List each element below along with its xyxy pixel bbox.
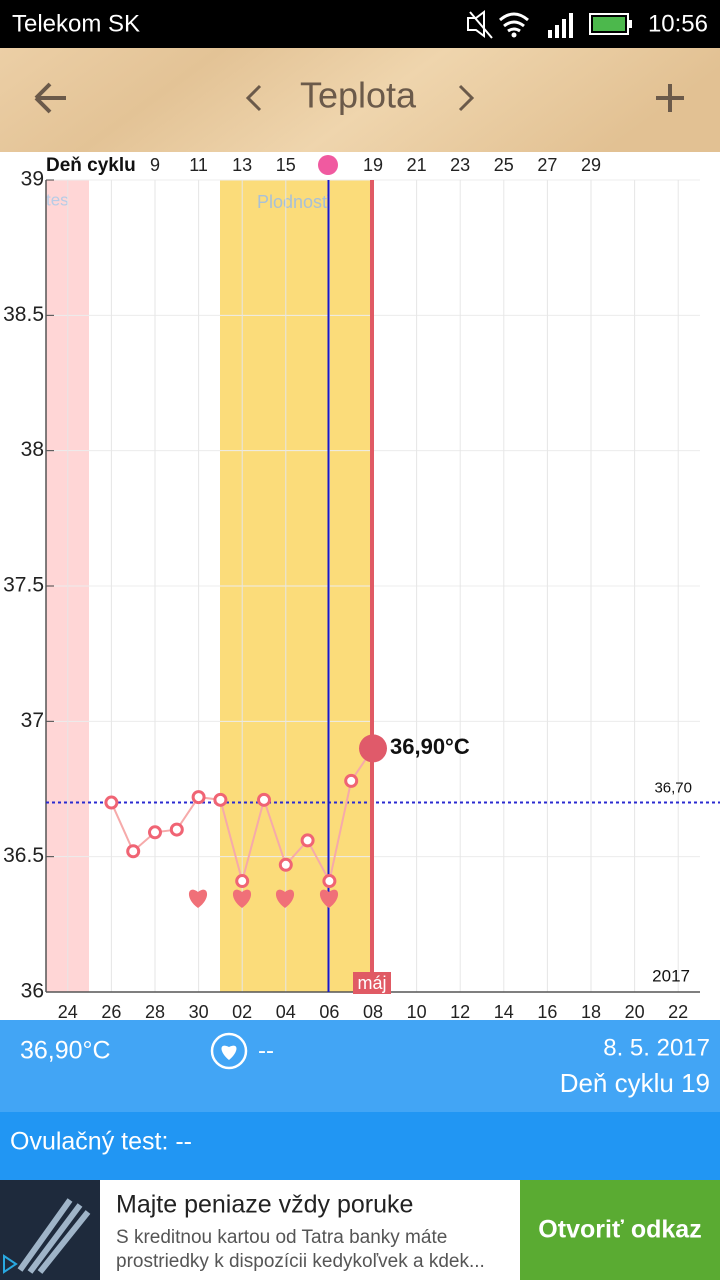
temperature-point xyxy=(300,833,315,848)
ad-button-label: Otvoriť odkaz xyxy=(538,1216,701,1244)
intercourse-value: -- xyxy=(258,1037,274,1064)
ad-text: S kreditnou kartou od Tatra banky máte xyxy=(116,1227,447,1248)
top-tick-label: 27 xyxy=(537,155,557,175)
top-tick-label: 15 xyxy=(276,155,296,175)
y-tick-label: 36.5 xyxy=(3,844,44,867)
ad-title: Majte peniaze vždy poruke xyxy=(116,1191,413,1219)
y-tick-label: 37.5 xyxy=(3,574,44,597)
top-tick-label: 23 xyxy=(450,155,470,175)
top-tick-label: 19 xyxy=(363,155,383,175)
ad-button[interactable] xyxy=(520,1180,720,1280)
x-tick-label: 10 xyxy=(407,1002,427,1022)
x-tick-label: 30 xyxy=(189,1002,209,1022)
ovulation-test[interactable]: Ovulačný test: -- xyxy=(10,1128,192,1156)
reference-label: 36,70 xyxy=(654,780,692,797)
back-button[interactable] xyxy=(34,82,66,114)
chart: tes Plodnosť xyxy=(46,155,372,992)
temperature-point xyxy=(322,874,337,889)
screen-title: Teplota xyxy=(300,75,417,116)
month-label: máj xyxy=(357,973,386,993)
date: 8. 5. 2017 xyxy=(603,1034,710,1061)
next-button[interactable] xyxy=(458,84,475,112)
intercourse-heart xyxy=(275,889,295,908)
heart-icon-glyph xyxy=(221,1045,237,1060)
top-tick-label: 29 xyxy=(581,155,601,175)
ad-choices[interactable] xyxy=(3,1254,18,1274)
x-tick-label: 06 xyxy=(319,1002,339,1022)
previous-button[interactable] xyxy=(245,84,262,112)
ovulation-marker xyxy=(318,155,338,175)
month-badge xyxy=(353,972,391,994)
top-axis-label: Deň cyklu xyxy=(46,155,136,176)
x-tick-label: 08 xyxy=(363,1002,383,1022)
ad-text: prostriedky k dispozícii kedykoľvek a kd… xyxy=(116,1251,485,1272)
temperature-point xyxy=(104,795,119,810)
ad-image-art xyxy=(17,1198,91,1274)
top-tick-label: 11 xyxy=(189,155,208,175)
y-tick-label: 39 xyxy=(21,168,44,191)
summary-panel xyxy=(0,1020,720,1112)
x-tick-label: 26 xyxy=(101,1002,121,1022)
intercourse-heart xyxy=(319,889,339,908)
temperature-point xyxy=(169,822,184,837)
top-tick-label: 13 xyxy=(232,155,252,175)
temperature-point xyxy=(344,773,359,788)
year-label: 2017 xyxy=(652,966,690,985)
y-tick-label: 37 xyxy=(21,709,44,732)
x-tick-label: 20 xyxy=(625,1002,645,1022)
x-tick-label: 16 xyxy=(537,1002,557,1022)
temperature-point xyxy=(213,792,228,807)
value-label: 36,90°C xyxy=(390,734,470,759)
x-tick-label: 28 xyxy=(145,1002,165,1022)
x-tick-label: 04 xyxy=(276,1002,296,1022)
top-tick-label: 25 xyxy=(494,155,514,175)
top-tick-label: 9 xyxy=(150,155,160,175)
clock: 10:56 xyxy=(648,10,708,37)
temperature-point xyxy=(191,790,206,805)
carrier: Telekom SK xyxy=(12,10,140,37)
temperature-point xyxy=(359,734,387,763)
top-tick-label: 21 xyxy=(407,155,427,175)
status-icons xyxy=(467,10,632,39)
cycle-day: Deň cyklu 19 xyxy=(560,1068,710,1098)
temperature-point xyxy=(126,844,141,859)
ovulation-panel xyxy=(0,1112,720,1180)
x-tick-label: 22 xyxy=(668,1002,688,1022)
fertile-label: Plodnosť xyxy=(257,192,329,212)
x-tick-label: 02 xyxy=(232,1002,252,1022)
period-label: tes xyxy=(46,190,69,209)
temperature-point xyxy=(148,825,162,840)
x-tick-label: 18 xyxy=(581,1002,601,1022)
x-tick-label: 14 xyxy=(494,1002,514,1022)
intercourse-heart xyxy=(188,889,208,908)
heart-icon[interactable] xyxy=(210,1032,248,1070)
add-button[interactable] xyxy=(656,84,684,112)
x-tick-label: 12 xyxy=(450,1002,470,1022)
app-bar xyxy=(0,48,720,152)
y-tick-label: 38 xyxy=(21,438,44,461)
y-tick-label: 38.5 xyxy=(3,303,44,326)
temperature-point xyxy=(235,874,250,889)
intercourse-heart xyxy=(232,889,252,908)
temperature-point xyxy=(278,857,293,872)
temperature-value: 36,90°C xyxy=(20,1037,111,1065)
y-tick-label: 36 xyxy=(21,980,44,1003)
temperature-point xyxy=(257,792,271,807)
x-tick-label: 24 xyxy=(58,1002,78,1022)
